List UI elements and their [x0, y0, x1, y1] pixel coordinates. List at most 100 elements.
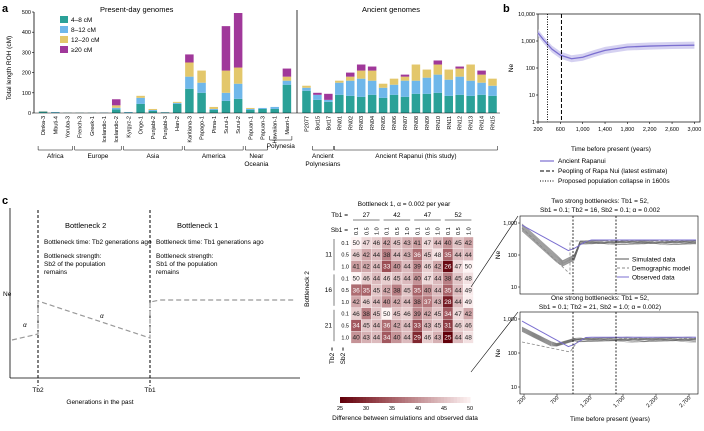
heatmap-cell-value: 34 [383, 335, 391, 342]
heatmap-cell-value: 42 [393, 299, 401, 306]
colorbar-step [360, 397, 364, 403]
bn2-strength-3: remains [44, 269, 68, 276]
colorbar-step [408, 397, 412, 403]
b-x-label: Time before present (years) [571, 146, 651, 153]
c-diagram: Ne α α Bottleneck 2 Bottleneck time: Tb2… [3, 208, 300, 406]
heatmap-cell-value: 33 [383, 264, 391, 271]
heatmap-cell-value: 42 [465, 240, 473, 247]
heatmap-cell-value: 46 [352, 252, 360, 259]
a-bar-segment [246, 109, 255, 110]
heatmap-cell-value: 25 [444, 335, 452, 342]
alpha-label-1: α [23, 322, 27, 329]
b-y-tick-label: 10 [529, 93, 535, 99]
a-x-tick-label: RN02 [348, 116, 354, 130]
sb2-value: 0.1 [341, 241, 349, 247]
colorbar-step [457, 397, 461, 403]
colorbar-step [405, 397, 409, 403]
colorbar-step [412, 397, 416, 403]
b-legend-label-2: Peopling of Rapa Nui (latest estimate) [558, 168, 667, 175]
sb2-value: 1.0 [341, 265, 349, 271]
a-bar-segment [401, 77, 410, 81]
heatmap-cell-value: 40 [393, 264, 401, 271]
a-bar-segment [379, 88, 388, 98]
a-bar-segment [112, 99, 121, 105]
a-bar-segment [488, 86, 497, 96]
heatmap-cell-value: 44 [373, 264, 381, 271]
a-group-label: America [202, 153, 226, 160]
sb2-value: 0.1 [341, 276, 349, 282]
heatmap-cell-value: 36 [383, 323, 391, 330]
sb2-value: 1.0 [341, 335, 349, 341]
a-bar-segment [466, 96, 475, 113]
colorbar-step [347, 397, 351, 403]
a-bar-segment [477, 71, 486, 75]
heatmap-cell-value: 46 [424, 335, 432, 342]
heatmap-cell-value: 44 [373, 299, 381, 306]
legend-swatch-4 [60, 46, 68, 53]
top-title-1: Two strong bottlenecks: Tb1 = 52, [551, 198, 649, 205]
a-x-tick-label: Punjabi-3 [163, 116, 169, 139]
a-bar-segment [390, 85, 399, 95]
a-x-tick-label: RN05 [381, 116, 387, 130]
small-x-tick-label: 2,700 [678, 395, 692, 409]
heatmap-row-title: Bottleneck 2 [304, 271, 311, 307]
bn1-strength-1: Bottleneck strength: [156, 253, 214, 260]
a-bar-segment [346, 77, 355, 81]
legend-swatch-2 [60, 26, 68, 33]
colorbar-step [431, 397, 435, 403]
small-plot-frame [520, 216, 698, 294]
a-bar-segment [302, 86, 311, 88]
bn2-title: Bottleneck 2 [65, 221, 106, 230]
a-y-tick-label: 500 [22, 10, 31, 16]
a-bar-segment [222, 71, 231, 93]
a-bar-segment [173, 104, 182, 113]
b-x-tick-label: 1,400 [598, 127, 612, 133]
a-bar-segment [390, 79, 399, 85]
colorbar-step [343, 397, 347, 403]
a-bar-segment [173, 102, 182, 103]
tb2-header: Tb2 = [329, 347, 336, 364]
a-bar-segment [246, 110, 255, 113]
sb2-value: 0.5 [341, 288, 349, 294]
a-bar-segment [302, 88, 311, 91]
heatmap-cell-value: 45 [373, 287, 381, 294]
heatmap-cell-value: 46 [373, 240, 381, 247]
a-x-tick-label: RN07 [403, 116, 409, 130]
heatmap-cell-value: 43 [403, 252, 411, 259]
a-group-label: Asia [146, 153, 159, 160]
a-bar-segment [346, 81, 355, 96]
heatmap-cell-value: 46 [363, 276, 371, 283]
heatmap-cell-value: 44 [434, 240, 442, 247]
colorbar-step [366, 397, 370, 403]
a-x-tick-label: Punjabi-2 [151, 116, 157, 139]
a-bar-segment [488, 79, 497, 86]
small-legend-label: Demographic model [632, 266, 691, 273]
colorbar-step [382, 397, 386, 403]
heatmap-cell-value: 44 [465, 252, 473, 259]
heatmap-cell-value: 47 [454, 264, 462, 271]
a-bar-segment [197, 71, 206, 83]
heatmap-cell-value: 46 [403, 311, 411, 318]
b-x-tick-label: 2,600 [665, 127, 679, 133]
colorbar-step [369, 397, 373, 403]
a-y-label: Total length ROH (cM) [6, 36, 13, 100]
b-x-tick-label: 1,000 [576, 127, 590, 133]
a-bar-segment [197, 93, 206, 113]
colorbar-tick: 30 [363, 406, 369, 412]
heatmap-cell-value: 44 [454, 299, 462, 306]
heatmap-cell-value: 41 [414, 240, 422, 247]
a-x-tick-label: RN11 [447, 116, 453, 130]
a-bars [39, 13, 497, 113]
heatmap-cell-value: 37 [424, 299, 432, 306]
heatmap-cell-value: 50 [383, 311, 391, 318]
a-y-tick-label: 200 [22, 71, 31, 77]
heatmap-cell-value: 45 [393, 276, 401, 283]
heatmap-cell-value: 40 [414, 276, 422, 283]
sb1-value: 0.5 [364, 227, 370, 235]
a-bar-segment [197, 83, 206, 93]
a-bar-segment [185, 63, 194, 77]
a-bar-segment [401, 97, 410, 113]
